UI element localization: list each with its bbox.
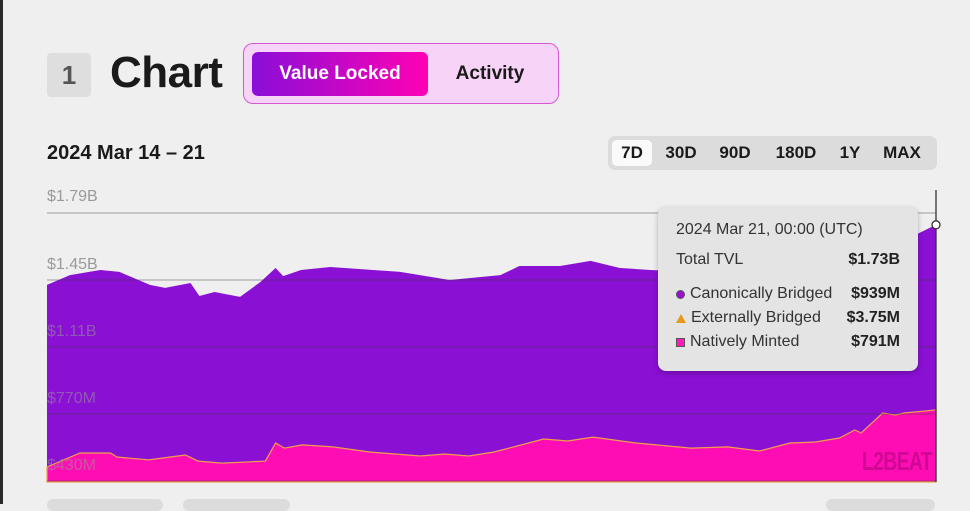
bottom-control[interactable] [47,499,163,511]
l2beat-watermark: L2BEAT [862,446,933,476]
tooltip-total-value: $1.73B [848,251,900,268]
period-1y[interactable]: 1Y [839,143,861,162]
tooltip-row-value: $791M [851,333,900,350]
hover-point [931,220,941,230]
period-30d[interactable]: 30D [665,143,697,162]
period-7d[interactable]: 7D [612,140,652,166]
y-tick-label: $1.79B [47,188,98,205]
triangle-marker-icon [676,313,686,323]
y-tick-label: $770M [47,390,96,407]
window-edge [0,0,3,504]
period-180d[interactable]: 180D [775,143,817,162]
period-90d[interactable]: 90D [719,143,751,162]
circle-marker-icon [676,289,685,299]
tooltip-row-native: Natively Minted $791M [676,330,900,354]
tooltip-total-row: Total TVL $1.73B [676,248,900,272]
bottom-control[interactable] [826,499,935,511]
period-max[interactable]: MAX [883,143,921,162]
tooltip-row-label: Externally Bridged [691,309,821,326]
tooltip-row-value: $3.75M [846,309,900,326]
tooltip-row-label: Canonically Bridged [690,285,833,302]
period-selector: 7D 30D 90D 180D 1Y MAX [608,136,937,170]
section-number: 1 [47,53,91,97]
tooltip-row-label: Natively Minted [690,333,800,350]
chart-tooltip: 2024 Mar 21, 00:00 (UTC) Total TVL $1.73… [658,207,918,371]
bottom-control[interactable] [183,499,290,511]
chart-type-switch: Value Locked Activity [243,43,559,104]
tooltip-total-label: Total TVL [676,251,744,268]
section-title: Chart [110,48,223,97]
square-marker-icon [676,337,685,347]
date-range: 2024 Mar 14 – 21 [47,142,205,164]
value-locked-tab[interactable]: Value Locked [252,52,428,96]
activity-tab[interactable]: Activity [455,63,525,84]
y-tick-label: $1.11B [47,323,97,340]
y-tick-label: $430M [47,457,96,474]
natively-minted-area [46,409,937,483]
tooltip-row-canonical: Canonically Bridged $939M [676,282,900,306]
tooltip-date: 2024 Mar 21, 00:00 (UTC) [676,221,863,238]
tooltip-row-external: Externally Bridged $3.75M [676,306,900,330]
y-tick-label: $1.45B [47,256,98,273]
tooltip-row-value: $939M [851,285,900,302]
